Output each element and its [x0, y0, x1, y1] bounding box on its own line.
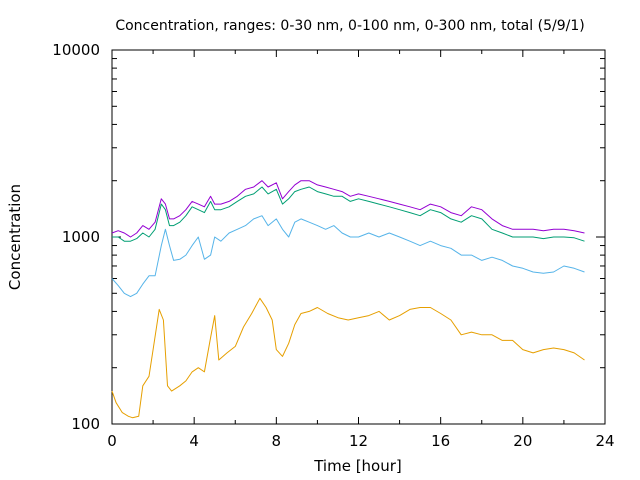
x-axis-label: Time [hour] [313, 457, 402, 475]
axis-ticks [111, 49, 606, 425]
x-tick-label: 4 [189, 432, 199, 450]
x-tick-label: 20 [513, 432, 532, 450]
y-tick-label: 100 [71, 415, 100, 433]
series-line-3 [112, 186, 585, 242]
y-tick-label: 1000 [62, 228, 100, 246]
y-tick-label: 10000 [52, 41, 100, 59]
tick-labels: 0 4 8 12 16 20 24 100 1000 10000 [52, 41, 614, 450]
x-tick-label: 24 [595, 432, 614, 450]
y-axis-label: Concentration [6, 184, 24, 290]
x-tick-label: 8 [272, 432, 282, 450]
x-tick-label: 12 [349, 432, 368, 450]
series-lines [111, 180, 585, 419]
series-line-2 [111, 215, 585, 298]
x-tick-label: 0 [107, 432, 117, 450]
series-line-1 [111, 297, 585, 419]
x-tick-label: 16 [431, 432, 450, 450]
series-line-4 [111, 180, 585, 238]
chart-title: Concentration, ranges: 0-30 nm, 0-100 nm… [115, 18, 584, 34]
